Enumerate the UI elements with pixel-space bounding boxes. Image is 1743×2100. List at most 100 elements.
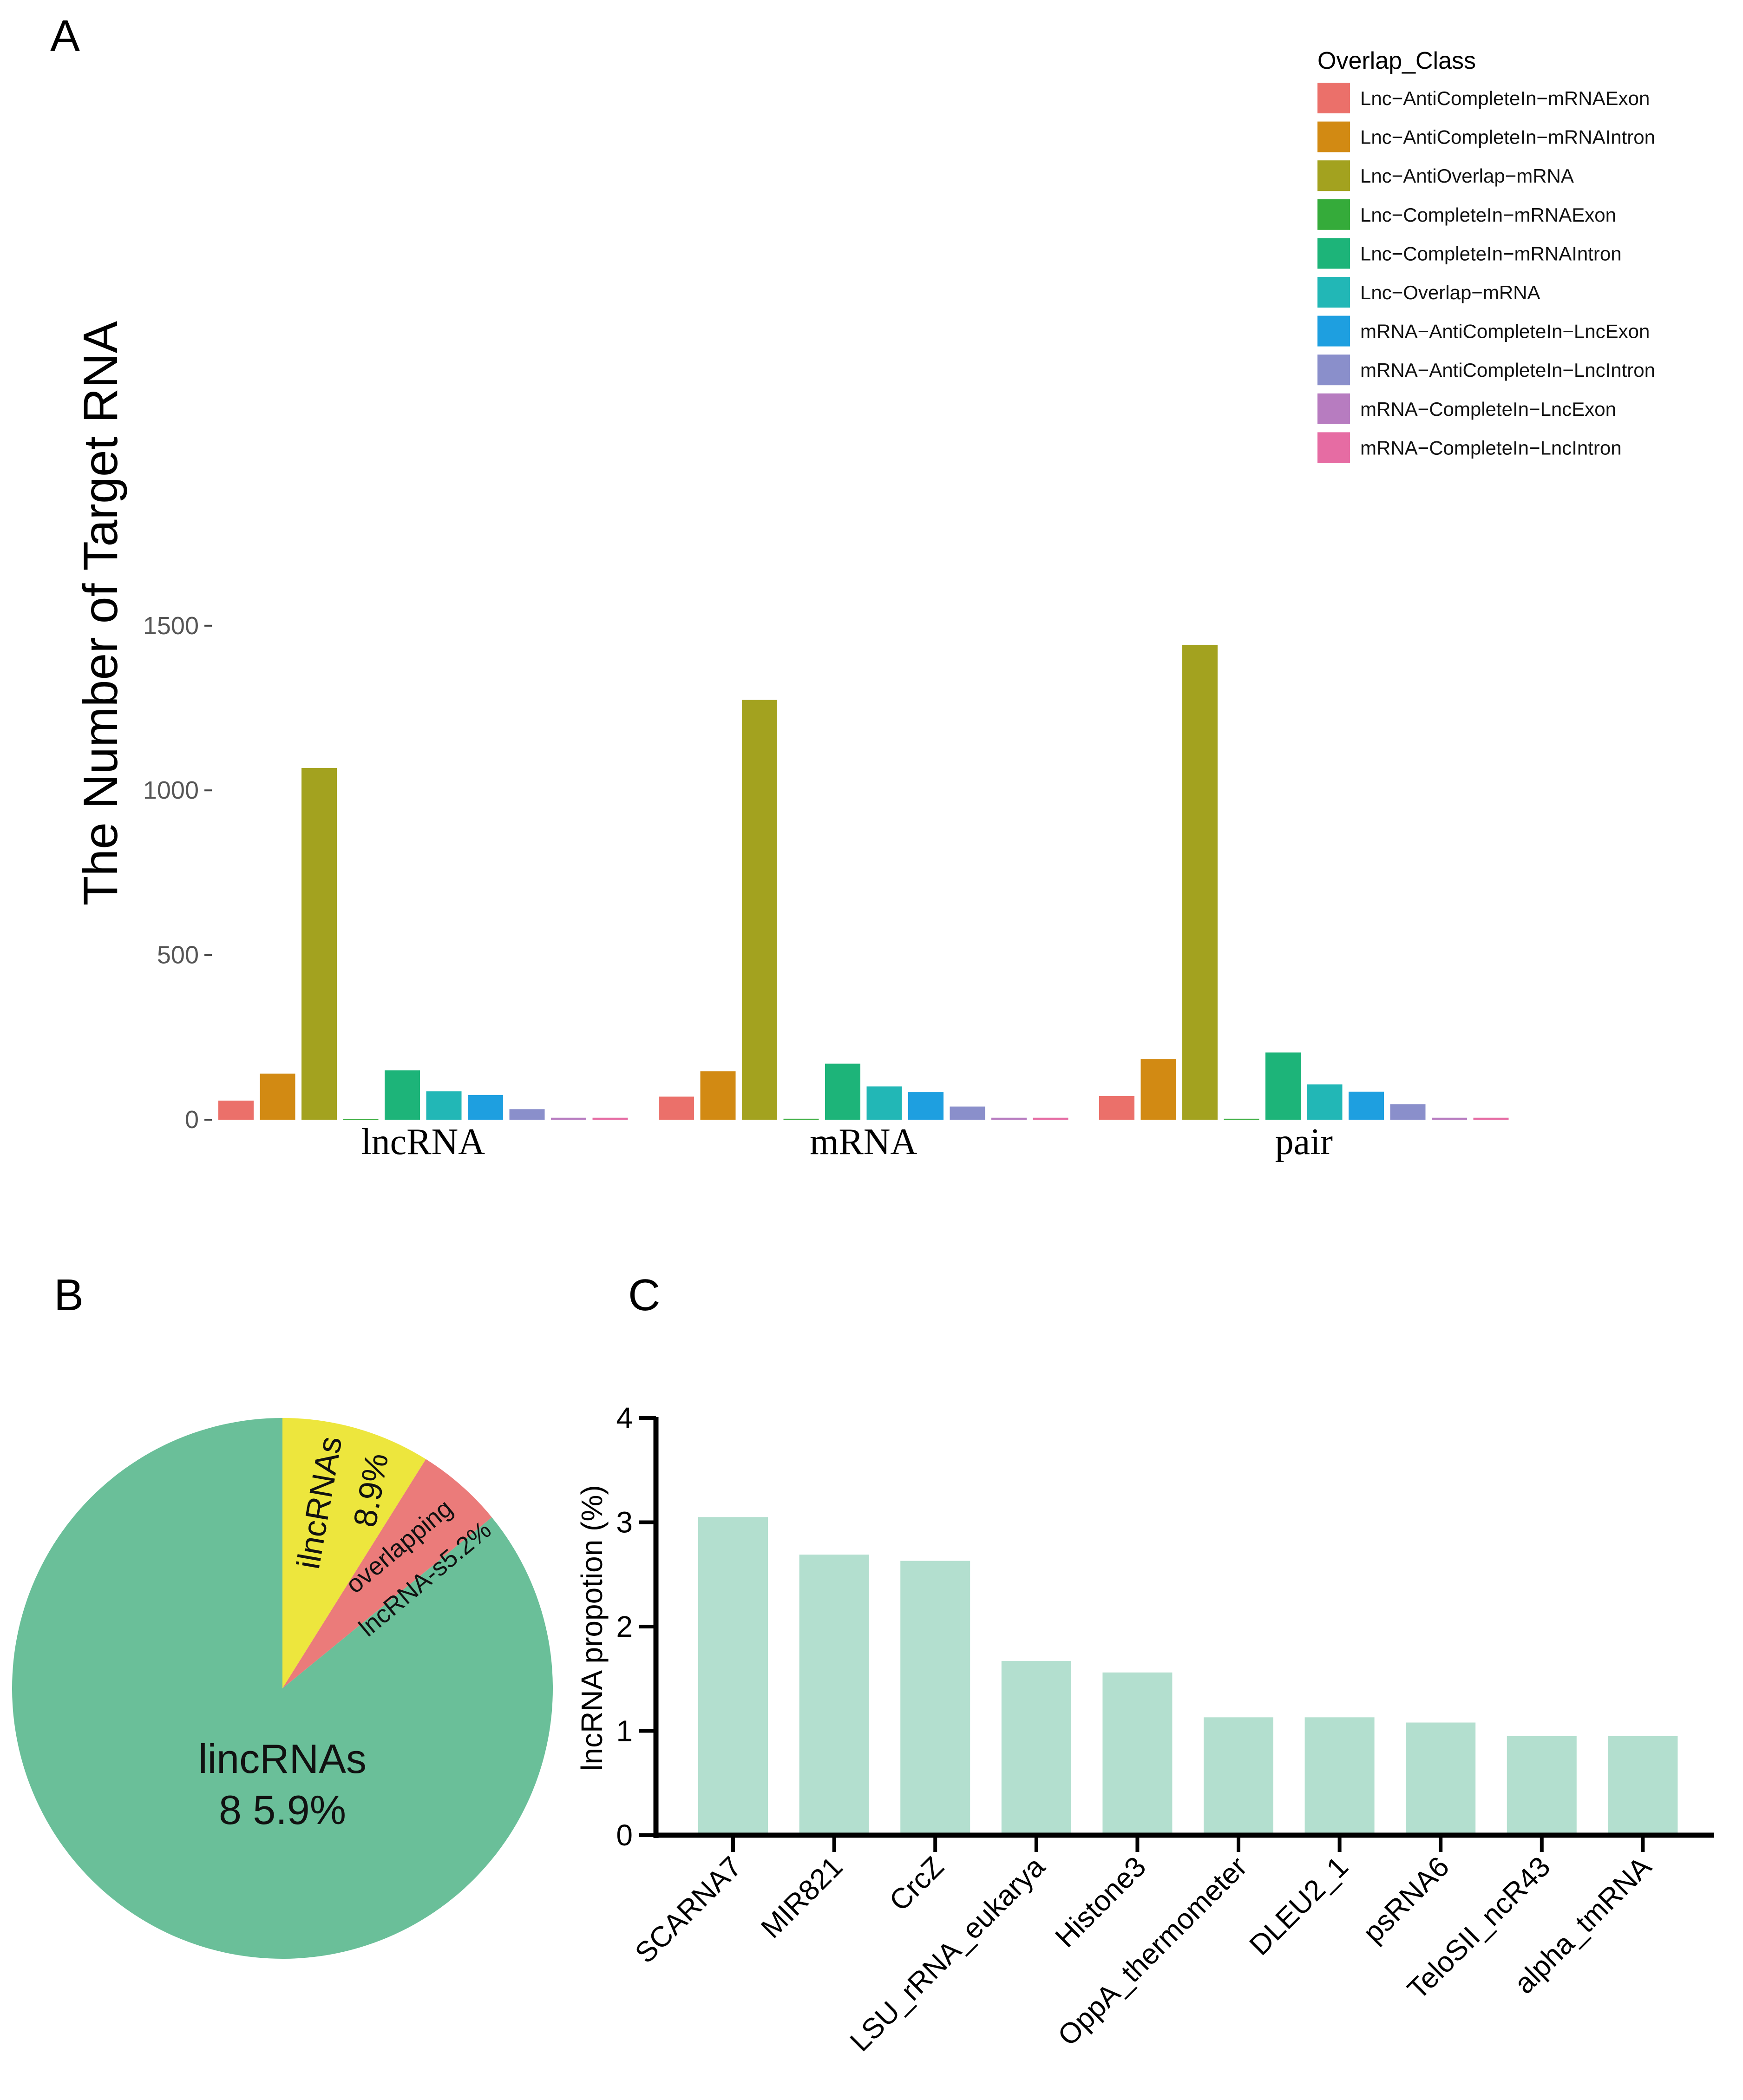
- legend-swatch-mrna-anticompletein-lncintron: [1317, 354, 1350, 386]
- panel-c-y-axis-label: lncRNA propotion (%): [575, 1485, 609, 1771]
- bar-pair-lnc-anticompletein-mrnaexon: [1099, 1096, 1134, 1120]
- bar-lncrna-mrna-completein-lncintron: [592, 1117, 628, 1120]
- pie-slice-overlapping-lncrnas: [282, 1459, 492, 1688]
- bar-pair-lnc-completein-mrnaintron: [1265, 1052, 1301, 1120]
- bar-lncrna-lnc-completein-mrnaintron: [385, 1070, 420, 1120]
- panel-label-a: A: [50, 11, 80, 61]
- legend-label-lnc-anticompletein-mrnaintron: Lnc−AntiCompleteIn−mRNAIntron: [1360, 126, 1655, 148]
- panel-c-y-tick-label: 0: [616, 1818, 633, 1852]
- panel-a-bars: [218, 644, 1509, 1120]
- bar-lsu-rrna-eukarya: [1001, 1661, 1071, 1835]
- legend-swatch-lnc-overlap-mrna: [1317, 277, 1350, 308]
- pie-label-lincrnas: lincRNAs: [198, 1736, 367, 1782]
- panel-c-y-tick-label: 1: [616, 1714, 633, 1748]
- panel-a-y-tick-label: 0: [185, 1106, 199, 1134]
- panel-a-x-tick-label-lncrna: lncRNA: [361, 1122, 485, 1162]
- bar-pair-lnc-anticompletein-mrnaintron: [1140, 1059, 1176, 1120]
- panel-a-bar-chart: The Number of Target RNA 0 500 1000 1500 ln…: [74, 47, 1655, 1162]
- panel-a-y-ticks: 0 500 1000 1500: [143, 612, 212, 1134]
- panel-c-x-tick-label-lsu-rrna-eukarya: LSU_rRNA_eukarya: [844, 1851, 1051, 2058]
- panel-label-b: B: [54, 1270, 84, 1320]
- panel-c-bar-chart: lncRNA propotion (%) 0 1 2 3 4 SCARNA7 MIR821…: [575, 1401, 1714, 2058]
- legend-label-mrna-completein-lncexon: mRNA−CompleteIn−LncExon: [1360, 398, 1616, 420]
- bar-lncrna-mrna-anticompletein-lncexon: [468, 1095, 503, 1120]
- panel-c-x-tick-label-histone3: Histone3: [1049, 1851, 1152, 1954]
- panel-c-y-tick-label: 3: [616, 1506, 633, 1539]
- bar-pair-mrna-completein-lncintron: [1473, 1117, 1509, 1120]
- bar-pair-lnc-antioverlap-mrna: [1182, 644, 1218, 1120]
- bar-pair-mrna-anticompletein-lncexon: [1349, 1091, 1384, 1120]
- panel-c-y-tick-label: 2: [616, 1610, 633, 1643]
- panel-c-x-tick-label-crcz: CrcZ: [883, 1851, 950, 1917]
- panel-c-x-tick-label-mir821: MIR821: [755, 1851, 849, 1944]
- bar-oppa-thermometer: [1204, 1717, 1273, 1835]
- legend-label-lnc-completein-mrnaexon: Lnc−CompleteIn−mRNAExon: [1360, 204, 1616, 226]
- legend-swatch-lnc-completein-mrnaintron: [1317, 238, 1350, 269]
- bar-mrna-lnc-anticompletein-mrnaexon: [659, 1096, 694, 1120]
- bar-histone3: [1102, 1672, 1173, 1835]
- bar-mrna-mrna-anticompletein-lncintron: [950, 1106, 985, 1120]
- bar-pair-mrna-completein-lncexon: [1432, 1117, 1467, 1120]
- legend-swatch-lnc-anticompletein-mrnaexon: [1317, 83, 1350, 113]
- bar-pair-lnc-completein-mrnaexon: [1224, 1118, 1259, 1120]
- bar-mrna-mrna-completein-lncintron: [1033, 1117, 1068, 1120]
- panel-a-x-tick-label-pair: pair: [1275, 1122, 1333, 1162]
- pie-slice-lincrnas: [12, 1418, 553, 1959]
- panel-c-x-categories: SCARNA7 MIR821 CrcZLSU_rRNA_eukaryaHistone…: [629, 1851, 1658, 2058]
- panel-c-x-tick-label-scarna7: SCARNA7: [629, 1851, 748, 1969]
- pie-slice-ilncrnas: [282, 1418, 426, 1688]
- legend-title: Overlap_Class: [1317, 47, 1476, 74]
- legend-label-mrna-anticompletein-lncintron: mRNA−AntiCompleteIn−LncIntron: [1360, 359, 1655, 381]
- bar-lncrna-lnc-anticompletein-mrnaexon: [218, 1100, 254, 1120]
- legend-swatch-mrna-anticompletein-lncexon: [1317, 315, 1350, 347]
- bar-psrna6: [1406, 1722, 1476, 1835]
- panel-b-pie-chart: lincRNAs 8 5.9% ilncRNAs 8.9% overlappin…: [12, 1418, 553, 1959]
- legend-label-mrna-anticompletein-lncexon: mRNA−AntiCompleteIn−LncExon: [1360, 321, 1650, 342]
- bar-mir821: [799, 1555, 869, 1835]
- legend-swatch-lnc-antioverlap-mrna: [1317, 160, 1350, 191]
- legend-swatch-mrna-completein-lncexon: [1317, 393, 1350, 424]
- panel-a-y-tick-label: 1000: [143, 776, 199, 804]
- bar-crcz: [900, 1561, 970, 1835]
- bar-mrna-lnc-completein-mrnaintron: [825, 1063, 860, 1120]
- panel-label-c: C: [628, 1270, 660, 1320]
- legend-label-mrna-completein-lncintron: mRNA−CompleteIn−LncIntron: [1360, 437, 1622, 459]
- bar-lncrna-mrna-anticompletein-lncintron: [509, 1109, 545, 1120]
- panel-c-axes: 0 1 2 3 4: [616, 1401, 1714, 1852]
- panel-c-bars: [698, 1517, 1678, 1835]
- panel-a-y-tick-label: 500: [157, 941, 199, 969]
- bar-scarna7: [698, 1517, 768, 1835]
- panel-a-y-axis-label: The Number of Target RNA: [74, 321, 128, 906]
- panel-c-x-tick-label-dleu2-1: DLEU2_1: [1244, 1851, 1355, 1962]
- bar-lncrna-lnc-anticompletein-mrnaintron: [260, 1073, 295, 1120]
- bar-mrna-lnc-anticompletein-mrnaintron: [700, 1071, 736, 1120]
- pie-pct-lincrnas: 8 5.9%: [219, 1787, 346, 1833]
- legend-label-lnc-antioverlap-mrna: Lnc−AntiOverlap−mRNA: [1360, 165, 1574, 187]
- panel-c-y-tick-label: 4: [616, 1401, 633, 1435]
- bar-mrna-mrna-completein-lncexon: [991, 1117, 1027, 1120]
- bar-mrna-mrna-anticompletein-lncexon: [908, 1092, 944, 1120]
- bar-mrna-lnc-overlap-mrna: [866, 1086, 902, 1120]
- bar-mrna-lnc-completein-mrnaexon: [783, 1118, 819, 1120]
- panel-a-x-tick-label-mrna: mRNA: [810, 1122, 917, 1162]
- bar-alpha-tmrna: [1608, 1736, 1678, 1835]
- legend-label-lnc-overlap-mrna: Lnc−Overlap−mRNA: [1360, 282, 1540, 303]
- panel-a-y-tick-label: 1500: [143, 612, 199, 640]
- legend-swatch-lnc-anticompletein-mrnaintron: [1317, 121, 1350, 152]
- legend-label-lnc-completein-mrnaintron: Lnc−CompleteIn−mRNAIntron: [1360, 243, 1622, 264]
- bar-dleu2-1: [1304, 1717, 1375, 1835]
- panel-c-x-tick-label-psrna6: psRNA6: [1357, 1851, 1455, 1949]
- legend-swatch-mrna-completein-lncintron: [1317, 432, 1350, 463]
- legend-swatch-lnc-completein-mrnaexon: [1317, 199, 1350, 230]
- bar-lncrna-lnc-antioverlap-mrna: [301, 768, 337, 1120]
- legend-label-lnc-anticompletein-mrnaexon: Lnc−AntiCompleteIn−mRNAExon: [1360, 87, 1650, 109]
- bar-pair-mrna-anticompletein-lncintron: [1390, 1104, 1426, 1120]
- bar-mrna-lnc-antioverlap-mrna: [742, 700, 777, 1120]
- bar-lncrna-mrna-completein-lncexon: [551, 1117, 586, 1120]
- panel-a-x-categories: lncRNA mRNA pair: [361, 1122, 1333, 1162]
- panel-a-legend: Overlap_Class Lnc−AntiCompleteIn−mRNAExo…: [1317, 47, 1655, 463]
- panel-c-x-tick-label-oppa-thermometer: OppA_thermometer: [1052, 1851, 1253, 2052]
- bar-lncrna-lnc-overlap-mrna: [426, 1091, 462, 1120]
- bar-pair-lnc-overlap-mrna: [1307, 1084, 1343, 1120]
